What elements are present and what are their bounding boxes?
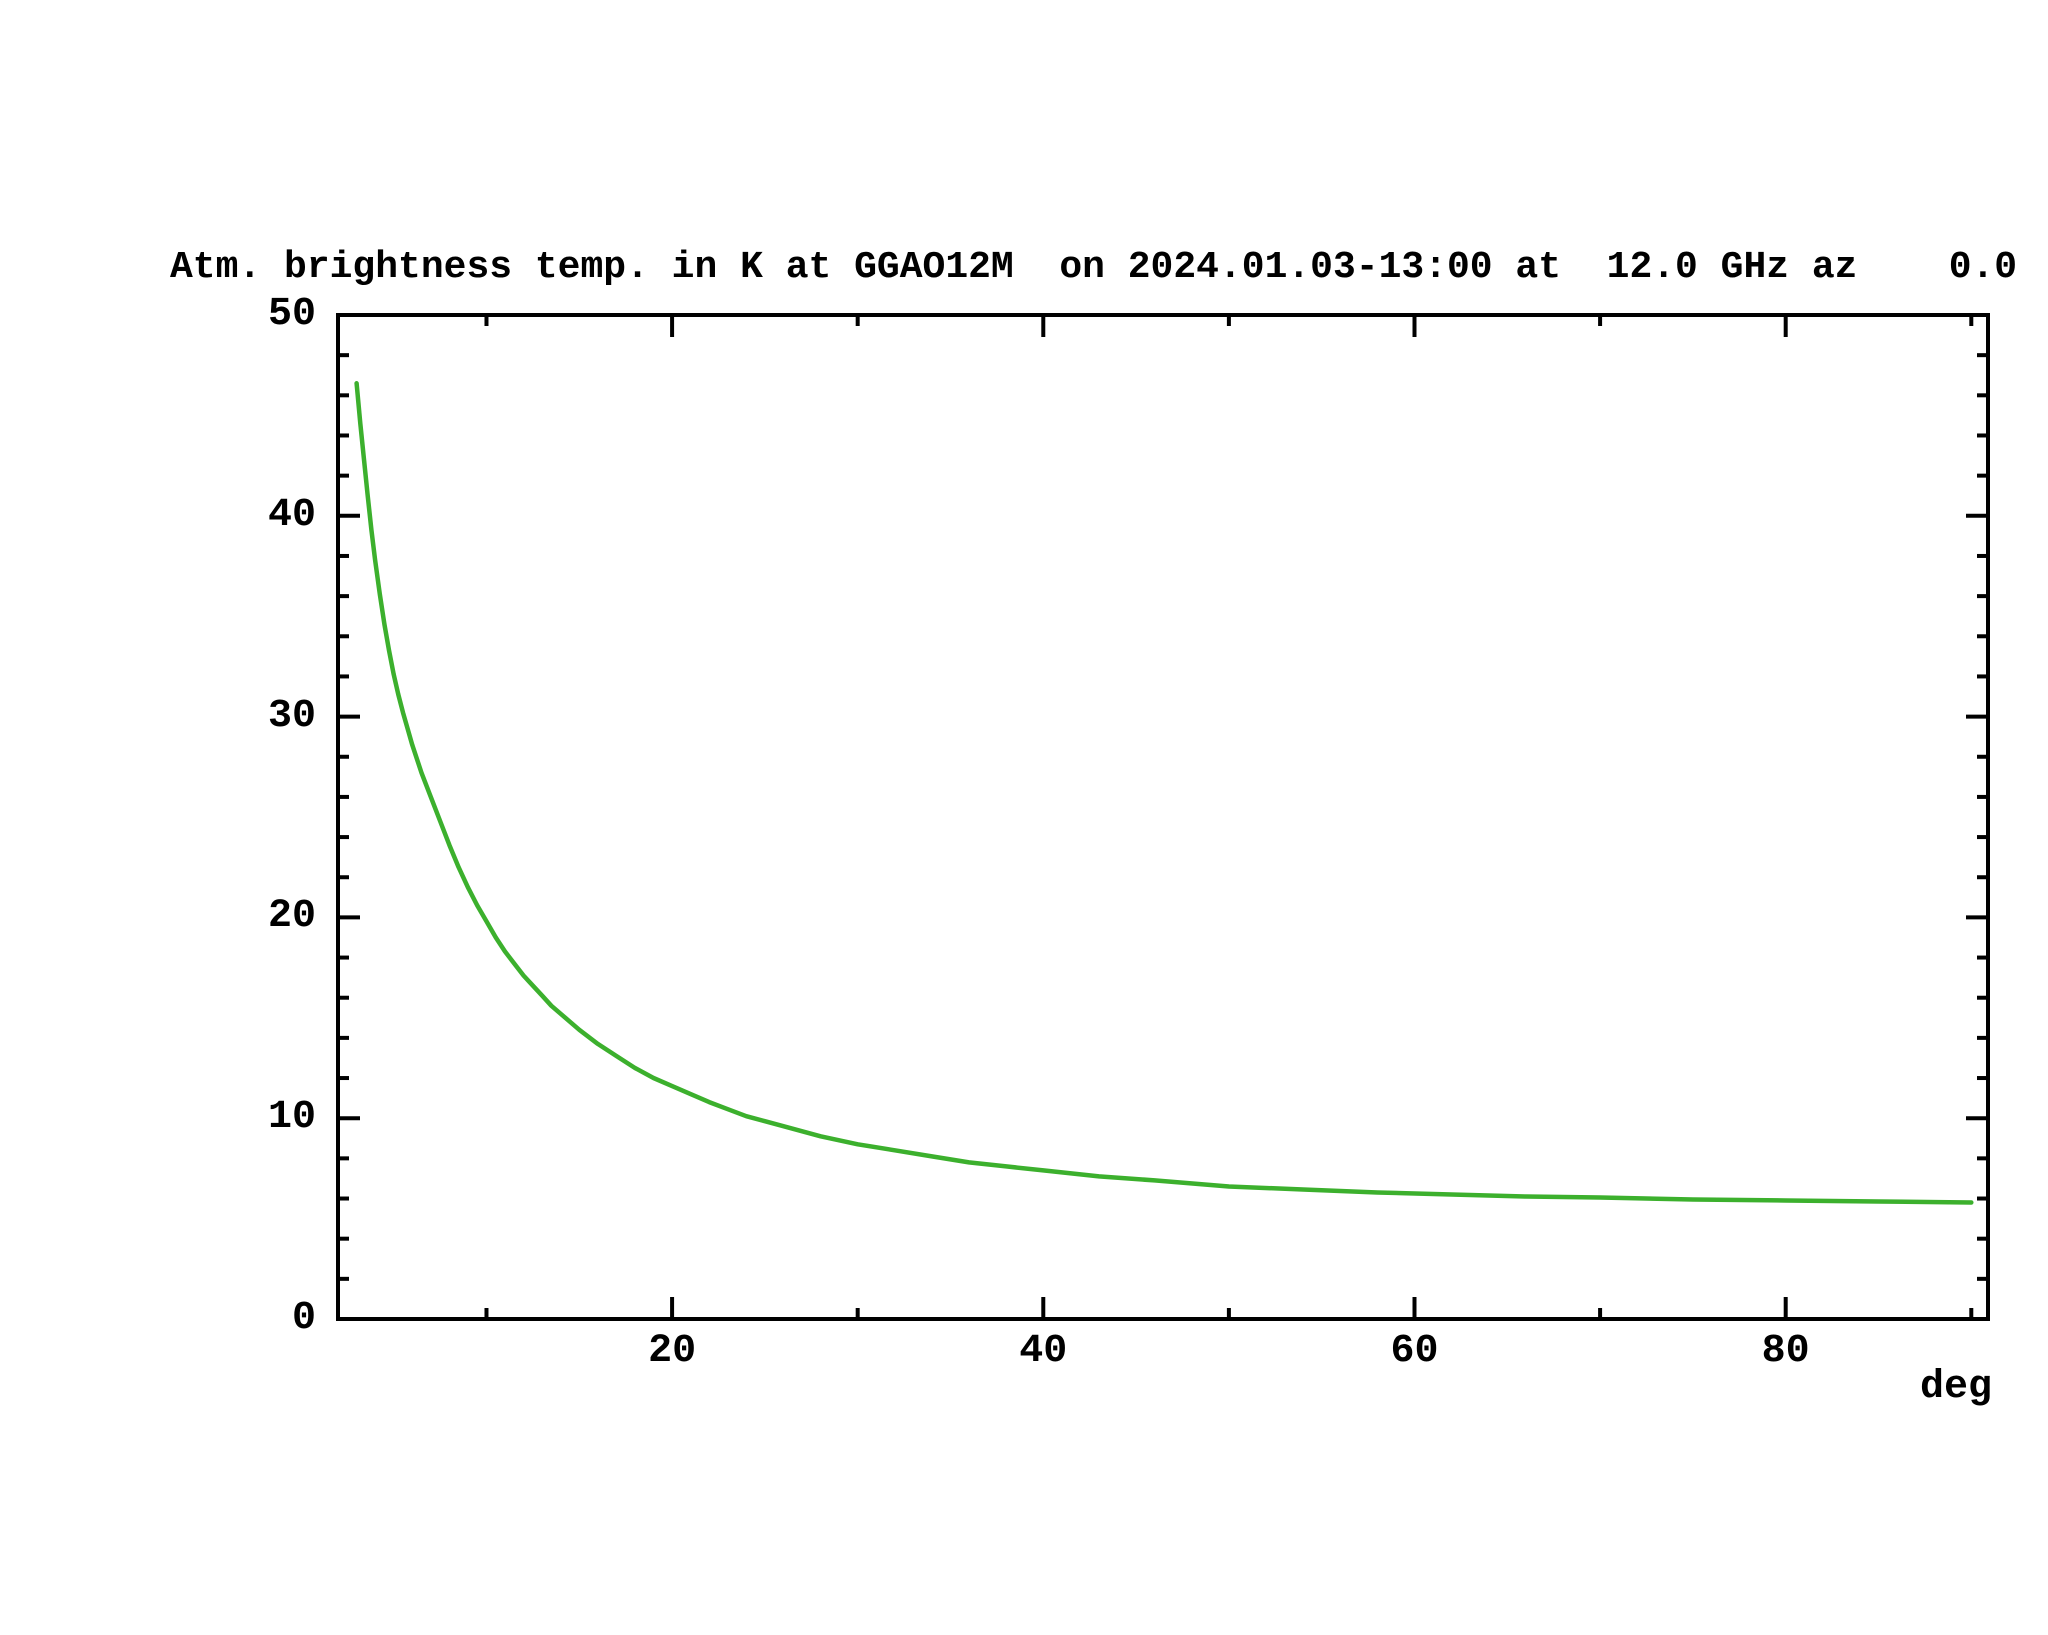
chart-title: Atm. brightness temp. in K at GGAO12M on… (170, 246, 2018, 289)
y-tick-label: 30 (267, 693, 316, 739)
brightness-temp-curve (354, 381, 1974, 1205)
axis-ticks (338, 313, 1988, 1321)
y-tick-label: 0 (291, 1296, 316, 1341)
x-axis-unit-label: deg (1919, 1365, 1992, 1410)
y-tick-label: 40 (267, 492, 316, 538)
x-tick-label: 60 (1390, 1329, 1439, 1374)
x-tick-label: 20 (648, 1329, 697, 1374)
y-tick-label: 20 (267, 894, 316, 940)
x-tick-label: 40 (1019, 1329, 1068, 1374)
plot-frame (336, 313, 1990, 1321)
y-tick-label: 50 (267, 292, 316, 337)
y-tick-label: 10 (267, 1095, 316, 1141)
x-tick-label: 80 (1761, 1329, 1810, 1374)
